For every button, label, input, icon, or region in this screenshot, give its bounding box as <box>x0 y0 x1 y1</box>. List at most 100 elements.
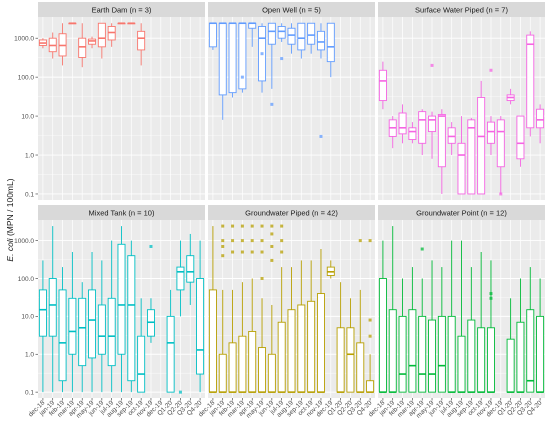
box-dec-19 <box>496 116 505 196</box>
outlier-point <box>280 57 284 61</box>
box-body <box>447 127 456 144</box>
box-body <box>378 278 387 393</box>
box-oct-19 <box>477 252 486 393</box>
box-body <box>536 315 545 393</box>
box-Q4-20 <box>536 278 545 393</box>
box-body <box>356 342 365 393</box>
outlier-point <box>250 224 254 228</box>
box-sep-19 <box>127 22 136 25</box>
box-body <box>267 22 276 45</box>
box-Q1-20 <box>506 88 515 105</box>
box-Q1-20 <box>166 289 175 393</box>
box-apr-19 <box>78 282 87 393</box>
box-body <box>437 114 446 168</box>
box-body <box>307 22 316 45</box>
facet-panel: Open Well (n = 5) <box>208 2 375 200</box>
box-dec-19 <box>326 22 335 78</box>
box-jun-19 <box>97 22 106 59</box>
box-jul-19 <box>107 23 116 47</box>
outlier-point <box>358 239 362 243</box>
y-tick-label: 1.0 <box>25 352 34 359</box>
box-jul-19 <box>447 122 456 156</box>
box-aug-19 <box>287 23 296 54</box>
box-body <box>457 142 466 195</box>
box-body <box>457 335 466 393</box>
outlier-point <box>270 244 274 248</box>
facet-strip <box>378 2 545 17</box>
box-jan-19 <box>388 226 397 393</box>
box-nov-19 <box>486 68 495 156</box>
box-apr-19 <box>78 23 87 68</box>
box-body <box>477 327 486 393</box>
facet-panel: Earth Dam (n = 3) 0.1 1.0 10.0 100.0 1000.0 <box>14 2 205 200</box>
box-jun-19 <box>437 109 446 194</box>
box-body <box>486 327 495 393</box>
box-body <box>38 289 47 337</box>
outlier-point <box>489 292 493 296</box>
box-body <box>48 278 57 337</box>
box-mar-19 <box>238 224 247 393</box>
box-aug-19 <box>117 22 126 25</box>
box-Q1-20 <box>506 298 515 393</box>
box-sep-19 <box>467 267 476 393</box>
outlier-point <box>260 250 264 254</box>
box-feb-19 <box>58 23 67 66</box>
box-body <box>78 37 87 58</box>
box-body <box>97 304 106 355</box>
outlier-point <box>250 250 254 254</box>
box-mar-19 <box>408 267 417 393</box>
box-body <box>526 309 535 393</box>
box-aug-19 <box>117 226 126 393</box>
box-apr-19 <box>418 247 427 393</box>
facet-title: Groundwater Piped (n = 42) <box>245 209 338 218</box>
box-body <box>238 335 247 393</box>
box-body <box>378 69 387 102</box>
outlier-point <box>231 250 235 254</box>
y-tick-label: 1000.0 <box>14 35 34 42</box>
box-body <box>258 347 267 393</box>
box-Q3-20 <box>186 233 195 305</box>
box-body <box>287 27 296 45</box>
facet-strip <box>208 2 375 17</box>
box-dec-18 <box>38 38 47 49</box>
box-oct-19 <box>307 22 316 54</box>
outlier-point <box>240 239 244 243</box>
box-body <box>418 111 427 144</box>
box-body <box>366 380 375 393</box>
box-body <box>398 315 407 393</box>
box-body <box>477 97 486 195</box>
box-body <box>316 30 325 51</box>
box-aug-19 <box>457 116 466 195</box>
box-Q1-20 <box>336 282 345 393</box>
outlier-point <box>260 52 264 56</box>
box-body <box>166 315 175 393</box>
box-apr-19 <box>418 109 427 156</box>
outlier-point <box>149 244 153 248</box>
box-body <box>307 300 316 393</box>
box-body <box>97 22 106 48</box>
box-Q4-20 <box>536 104 545 144</box>
box-Q3-20 <box>526 31 535 137</box>
box-body <box>68 297 77 355</box>
box-body <box>526 34 535 129</box>
box-body <box>88 289 97 359</box>
box-body <box>228 22 237 94</box>
box-body <box>346 327 355 393</box>
y-tick-label: 0.1 <box>25 389 34 396</box>
box-body <box>78 297 87 367</box>
facet-panel: Groundwater Point (n = 12)dec-18jan-19fe… <box>367 205 545 420</box>
facet-strip <box>38 205 205 220</box>
box-body <box>58 289 67 382</box>
box-Q3-20 <box>526 267 535 393</box>
box-body <box>248 330 257 393</box>
outlier-point <box>221 254 225 258</box>
box-Q4-20 <box>196 240 205 393</box>
y-tick-label: 1000.0 <box>14 238 34 245</box>
outlier-point <box>499 192 503 196</box>
box-body <box>277 321 286 393</box>
box-jul-19 <box>277 23 286 61</box>
outlier-point <box>240 75 244 79</box>
y-tick-label: 100.0 <box>18 276 35 283</box>
box-body <box>316 293 325 393</box>
